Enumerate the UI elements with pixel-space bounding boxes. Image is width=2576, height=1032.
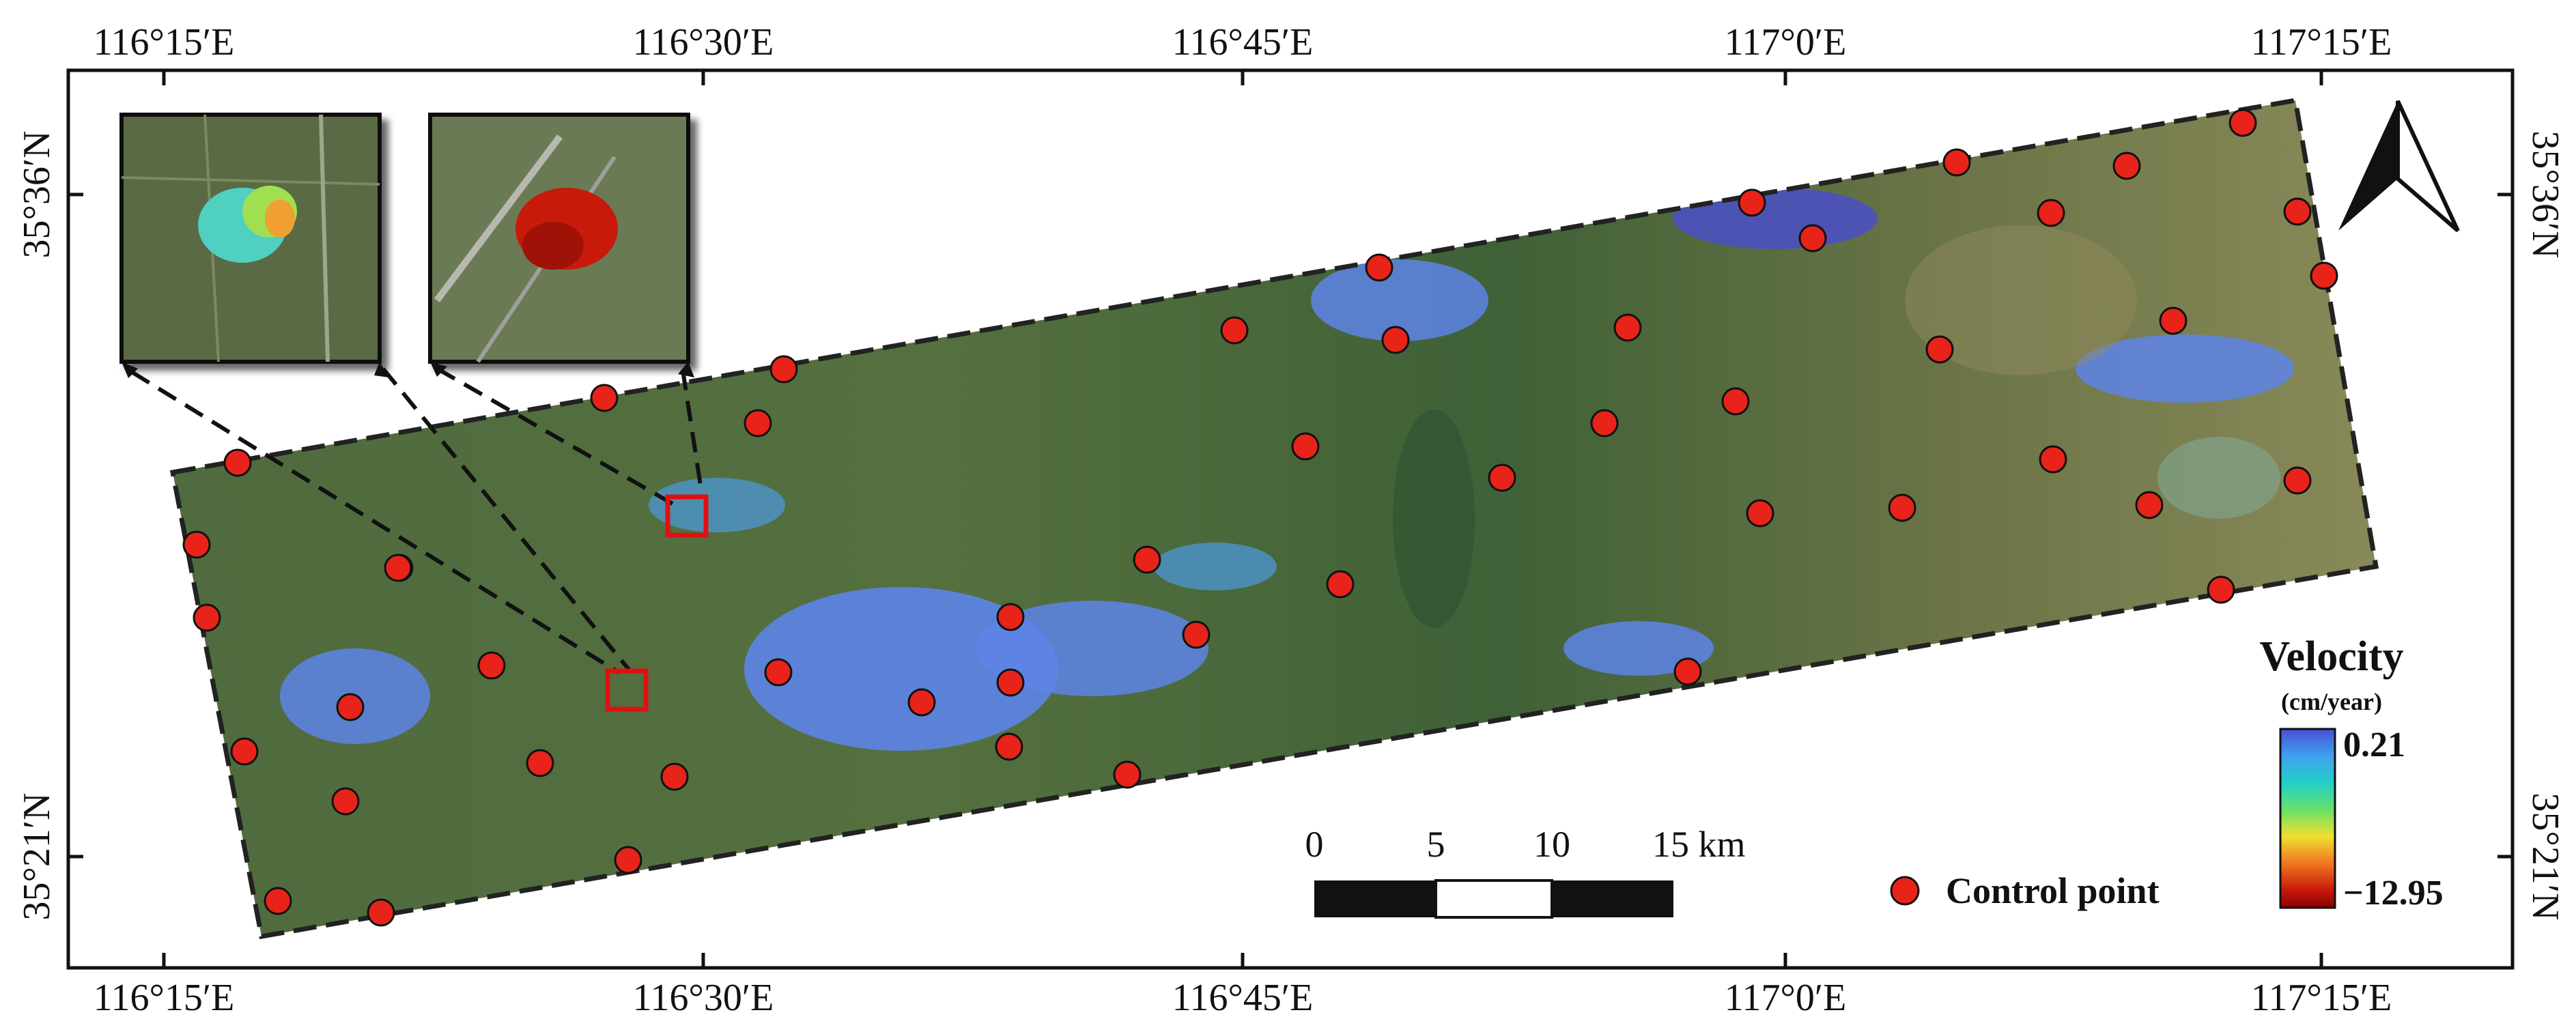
control-point-marker [331, 787, 360, 816]
bottom-tick-label: 117°0′E [1725, 977, 1847, 1019]
control-point-marker [1590, 409, 1619, 438]
control-point-marker [526, 749, 554, 777]
control-point-marker [2310, 261, 2338, 290]
control-point-label: Control point [1946, 870, 2160, 911]
control-point-marker [995, 732, 1023, 761]
control-point-marker [2283, 197, 2312, 226]
control-point-marker [384, 554, 412, 582]
control-points [182, 109, 2338, 927]
legend-title: Velocity [2259, 633, 2403, 680]
control-point-marker [2039, 445, 2067, 474]
velocity-legend: Velocity (cm/year) 0.21 −12.95 [2259, 633, 2443, 913]
scale-label: 5 [1427, 824, 1445, 865]
control-point-marker [1326, 570, 1355, 599]
bottom-tick-label: 116°30′E [633, 977, 774, 1019]
control-point-marker [1746, 499, 1774, 528]
inset-connectors [130, 367, 704, 674]
left-tick-label: 35°36′N [16, 130, 58, 258]
velocity-colorbar [2279, 728, 2336, 909]
inset-panel-1 [119, 113, 382, 364]
scale-label: 15 km [1652, 824, 1746, 865]
top-tick-label: 116°45′E [1172, 21, 1314, 63]
control-point-marker [1220, 316, 1249, 345]
left-ticks [68, 192, 83, 859]
control-point-marker [590, 384, 619, 412]
control-point-marker [764, 658, 793, 687]
control-point-marker [1925, 335, 1954, 364]
control-point-marker [1133, 545, 1161, 574]
top-tick-label: 116°30′E [633, 21, 774, 63]
control-point-marker [996, 668, 1025, 697]
left-tick-labels: 35°36′N 35°21′N [16, 130, 58, 920]
bottom-ticks [162, 953, 2323, 968]
inset-arrowheads [122, 362, 694, 378]
control-point-marker [2135, 491, 2164, 519]
control-point-marker [2159, 306, 2188, 335]
footprint-boundary [169, 97, 2379, 940]
control-point-marker [367, 898, 395, 927]
control-point-marker [182, 530, 211, 559]
top-tick-label: 117°15′E [2251, 21, 2392, 63]
control-point-marker [907, 688, 936, 717]
scale-label: 0 [1305, 824, 1324, 865]
control-point-marker [223, 448, 252, 477]
control-point-marker [336, 693, 365, 721]
control-point-marker [1488, 463, 1516, 492]
legend-max-label: 0.21 [2343, 726, 2405, 764]
right-tick-label: 35°21′N [2524, 792, 2566, 920]
control-point-marker [614, 846, 642, 874]
top-tick-label: 116°15′E [94, 21, 235, 63]
bottom-tick-label: 116°15′E [94, 977, 235, 1019]
control-point-marker [1365, 253, 1393, 282]
right-tick-label: 35°36′N [2524, 130, 2566, 258]
control-point-marker [769, 355, 798, 384]
control-point-marker [1942, 148, 1971, 177]
control-point-marker [1182, 620, 1211, 649]
control-point-marker [2037, 199, 2065, 227]
legend-unit: (cm/year) [2281, 688, 2382, 715]
control-point-legend: Control point [1890, 870, 2160, 911]
control-point-marker [2228, 109, 2257, 137]
top-tick-labels: 116°15′E 116°30′E 116°45′E 117°0′E 117°1… [94, 21, 2392, 63]
bottom-tick-label: 117°15′E [2251, 977, 2392, 1019]
control-point-marker [1738, 188, 1766, 217]
control-point-marker [2207, 575, 2235, 604]
control-point-marker [744, 409, 772, 438]
control-point-marker [1721, 387, 1750, 416]
control-point-marker [1888, 493, 1916, 522]
control-point-marker [230, 737, 259, 766]
right-tick-labels: 35°36′N 35°21′N [2524, 130, 2566, 920]
right-ticks [2497, 192, 2513, 859]
scale-bar: 0 5 10 15 km [1305, 824, 1746, 919]
scale-label: 10 [1533, 824, 1570, 865]
left-tick-label: 35°21′N [16, 792, 58, 920]
control-point-marker [193, 603, 221, 632]
north-arrow-icon [2338, 100, 2460, 233]
bottom-tick-label: 116°45′E [1172, 977, 1314, 1019]
control-point-marker [1798, 224, 1827, 253]
control-point-marker [1291, 432, 1320, 461]
highlight-box-1 [605, 668, 649, 712]
control-point-marker [1613, 313, 1642, 342]
control-point-marker [2112, 152, 2141, 180]
control-point-marker [1113, 760, 1142, 789]
top-ticks [162, 70, 2323, 85]
bottom-tick-labels: 116°15′E 116°30′E 116°45′E 117°0′E 117°1… [94, 977, 2392, 1019]
control-point-marker [477, 651, 506, 680]
control-point-marker [2283, 466, 2312, 495]
control-point-marker [996, 603, 1025, 631]
control-point-marker [1673, 657, 1702, 686]
control-point-marker [660, 762, 689, 791]
highlight-box-2 [665, 494, 709, 538]
control-point-marker [1381, 326, 1410, 354]
top-tick-label: 117°0′E [1725, 21, 1847, 63]
inset-panel-2 [428, 113, 690, 364]
control-point-marker [264, 887, 292, 915]
legend-min-label: −12.95 [2343, 874, 2444, 913]
